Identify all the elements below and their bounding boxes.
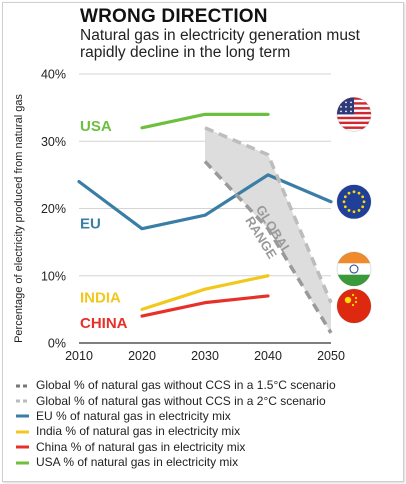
axis-layer: 0% 10% 20% 30% 40% 2010 2020 2030 2040 2050 Percen… (13, 68, 345, 364)
label-layer: USA EU INDIA CHINA (80, 118, 128, 332)
x-tick-label: 2010 (65, 349, 93, 363)
legend-item: Global % of natural gas without CCS in a… (16, 393, 336, 408)
flag-layer (336, 96, 372, 324)
legend-item: Global % of natural gas without CCS in a… (16, 378, 336, 393)
y-tick-label: 20% (41, 202, 66, 216)
y-tick-label: 10% (41, 269, 66, 283)
legend-label: Global % of natural gas without CCS in a… (36, 393, 326, 408)
chart-title: WRONG DIRECTION (80, 6, 268, 27)
x-tick-label: 2030 (191, 349, 219, 363)
y-tick-label: 40% (41, 68, 66, 82)
series-line-china (140, 294, 270, 318)
legend-swatch (16, 445, 29, 449)
y-axis-label: Percentage of electricity produced from … (13, 94, 25, 343)
india-flag-icon (336, 251, 372, 287)
series-label-usa: USA (80, 118, 112, 135)
legend-swatch (16, 384, 29, 388)
chart-subtitle: Natural gas in electricity generation mu… (80, 27, 360, 61)
line-layer (77, 112, 333, 334)
legend-label: USA % of natural gas in electricity mix (36, 455, 239, 470)
legend-swatch (16, 430, 29, 434)
legend-swatch (16, 414, 29, 418)
legend-item: India % of natural gas in electricity mi… (16, 424, 336, 439)
series-label-india: INDIA (80, 290, 121, 307)
legend-swatch (16, 399, 29, 403)
usa-flag-icon (336, 96, 372, 132)
series-line-eu (77, 173, 333, 231)
legend-item: EU % of natural gas in electricity mix (16, 409, 336, 424)
legend-label: EU % of natural gas in electricity mix (36, 408, 231, 423)
x-tick-label: 2050 (317, 349, 345, 363)
legend-swatch (16, 461, 29, 465)
series-label-eu: EU (80, 216, 101, 233)
series-line-usa (140, 112, 270, 130)
x-tick-label: 2020 (128, 349, 156, 363)
legend-item: China % of natural gas in electricity mi… (16, 440, 336, 455)
series-line-2c (204, 126, 333, 304)
eu-flag-icon (336, 184, 372, 220)
y-tick-label: 30% (41, 135, 66, 149)
series-line-15c (203, 160, 333, 334)
series-line-india (140, 274, 270, 311)
legend-label: Global % of natural gas without CCS in a… (36, 378, 336, 393)
global-range-band (205, 127, 331, 333)
x-tick-label: 2040 (254, 349, 282, 363)
legend-item: USA % of natural gas in electricity mix (16, 455, 336, 470)
chart-legend: Global % of natural gas without CCS in a… (16, 378, 336, 470)
series-label-china: CHINA (80, 315, 128, 332)
legend-label: India % of natural gas in electricity mi… (36, 424, 241, 439)
y-tick-label: 0% (48, 337, 66, 351)
legend-label: China % of natural gas in electricity mi… (36, 439, 246, 454)
china-flag-icon (336, 288, 372, 324)
